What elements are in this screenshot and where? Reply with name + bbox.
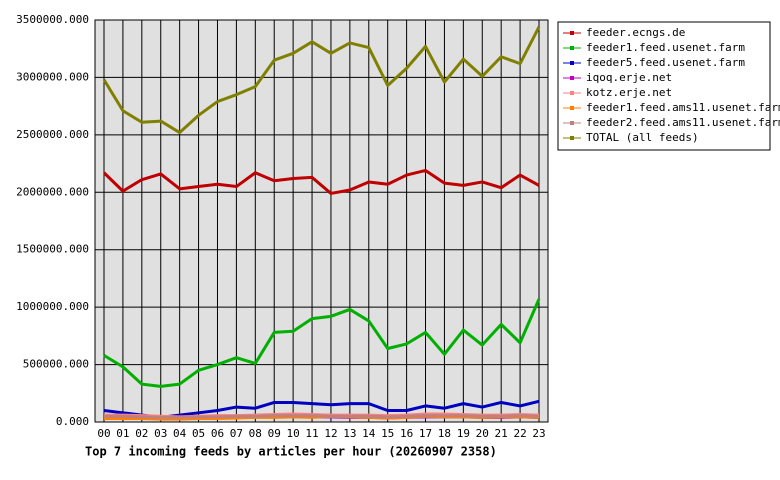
x-tick-label: 02 [135,427,148,440]
series-line [103,298,541,388]
x-tick-label: 14 [362,427,376,440]
legend-label: feeder2.feed.ams11.usenet.farm [586,116,780,129]
legend-box [557,21,771,151]
y-tick-label: 1000000.000 [16,300,89,313]
x-tick-label: 07 [230,427,243,440]
plot-border [94,19,549,423]
legend-label: feeder5.feed.usenet.farm [586,56,745,69]
legend-marker [570,31,574,35]
legend-marker [570,106,574,110]
x-tick-label: 05 [192,427,205,440]
x-tick-label: 13 [343,427,356,440]
chart-title: Top 7 incoming feeds by articles per hou… [85,445,497,459]
y-tick-label: 3000000.000 [16,70,89,83]
legend-label: iqoq.erje.net [586,71,672,84]
x-tick-label: 03 [154,427,167,440]
legend-label: feeder.ecngs.de [586,26,685,39]
x-tick-label: 09 [268,427,281,440]
series-line [104,414,540,419]
x-tick-label: 00 [97,427,110,440]
y-tick-label: 3500000.000 [16,13,89,26]
legend-marker [570,121,574,125]
x-tick-label: 17 [419,427,432,440]
legend-label: feeder1.feed.usenet.farm [586,41,745,54]
legend-label: TOTAL (all feeds) [586,131,699,144]
x-tick-label: 19 [457,427,470,440]
x-tick-label: 12 [324,427,337,440]
x-tick-label: 11 [305,427,318,440]
legend-label: feeder1.feed.ams11.usenet.farm [586,101,780,114]
y-tick-label: 1500000.000 [16,243,89,256]
y-tick-label: 0.000 [56,415,89,428]
x-tick-label: 16 [400,427,413,440]
x-tick-label: 04 [173,427,187,440]
x-tick-label: 08 [249,427,262,440]
legend-marker [570,136,574,140]
x-tick-label: 22 [513,427,526,440]
legend-marker [570,91,574,95]
x-tick-label: 01 [116,427,129,440]
legend-marker [570,61,574,65]
legend-marker [570,46,574,50]
plot-area [95,20,548,422]
x-tick-label: 20 [476,427,489,440]
y-tick-label: 2000000.000 [16,185,89,198]
legend-label: kotz.erje.net [586,86,672,99]
series-line [102,26,541,135]
legend-marker [570,76,574,80]
x-tick-label: 21 [495,427,508,440]
x-tick-label: 15 [381,427,394,440]
x-tick-label: 18 [438,427,451,440]
y-tick-label: 2500000.000 [16,128,89,141]
y-tick-label: 500000.000 [23,358,89,371]
series-line [102,168,540,195]
x-tick-label: 10 [287,427,300,440]
x-tick-label: 23 [532,427,545,440]
x-tick-label: 06 [211,427,224,440]
